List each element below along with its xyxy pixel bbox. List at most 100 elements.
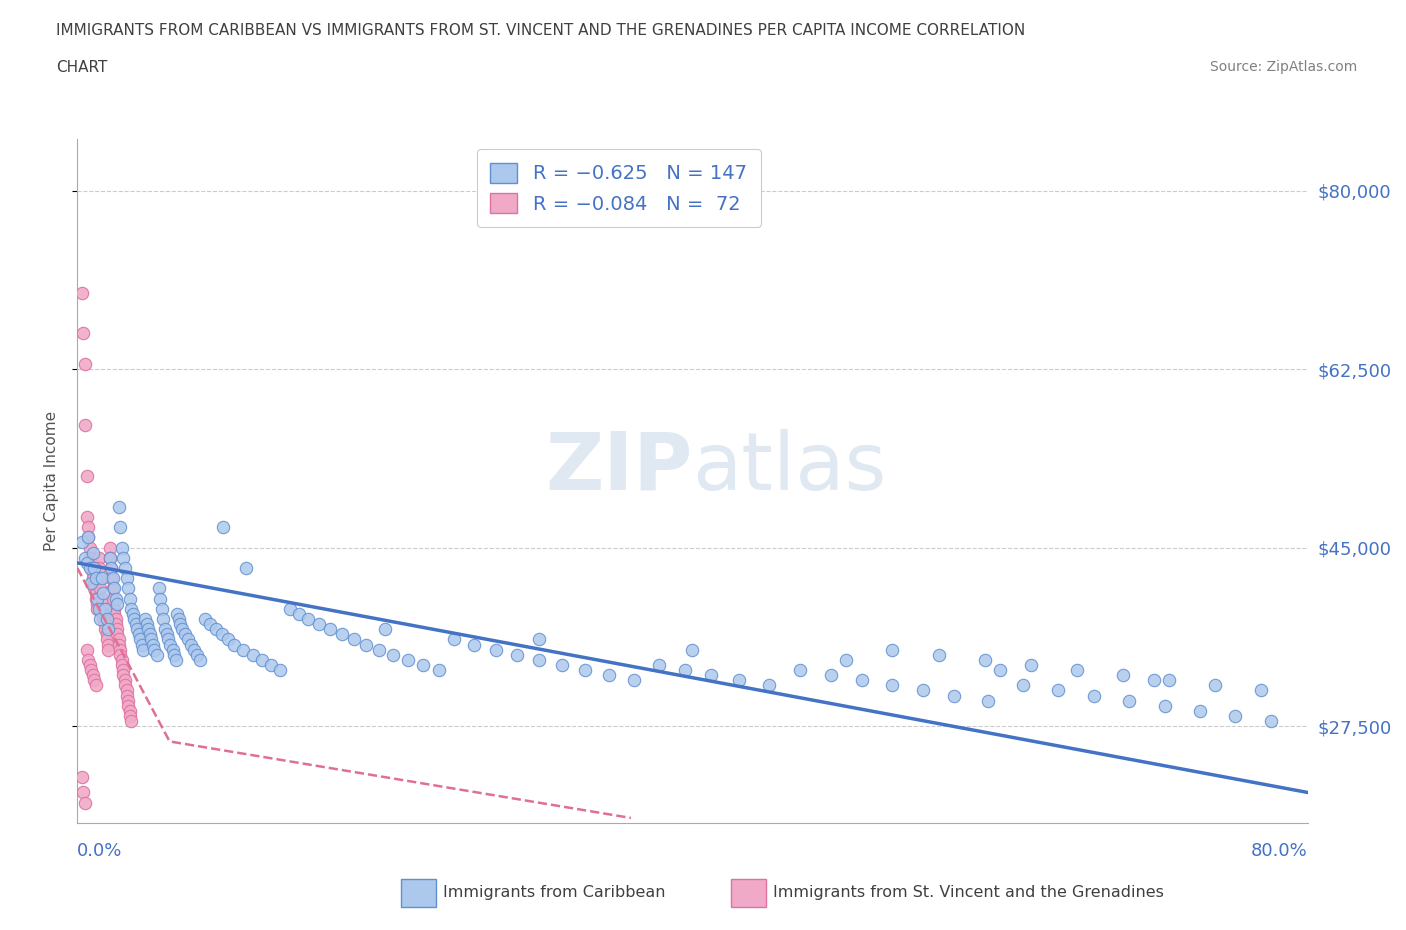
Point <box>212 520 235 535</box>
Point <box>1118 693 1140 708</box>
Point <box>104 612 127 627</box>
Point <box>343 632 366 647</box>
Point <box>138 627 160 642</box>
Point <box>174 627 197 642</box>
Point <box>77 520 100 535</box>
Point <box>73 551 96 565</box>
Point <box>96 612 118 627</box>
Point <box>367 643 389 658</box>
Point <box>103 606 125 621</box>
Point <box>80 555 103 570</box>
Point <box>121 606 143 621</box>
Point <box>1066 662 1088 677</box>
Point <box>72 326 94 340</box>
Point <box>120 713 142 728</box>
Point <box>928 647 950 662</box>
Point <box>217 632 239 647</box>
Point <box>551 658 574 672</box>
Point <box>118 703 141 718</box>
Point <box>86 602 108 617</box>
Point <box>84 591 107 606</box>
Point <box>115 571 138 586</box>
Point <box>131 637 153 652</box>
Point <box>117 581 139 596</box>
Point <box>105 627 128 642</box>
Point <box>1260 713 1282 728</box>
Point <box>148 581 170 596</box>
Point <box>942 688 965 703</box>
Text: 0.0%: 0.0% <box>77 842 122 859</box>
Point <box>76 643 98 658</box>
Point <box>76 510 98 525</box>
Point <box>114 672 136 687</box>
Point <box>152 612 174 627</box>
Point <box>117 698 139 713</box>
Point <box>427 662 450 677</box>
Text: CHART: CHART <box>56 60 108 75</box>
Point <box>97 637 120 652</box>
Point <box>72 785 94 800</box>
Point <box>101 571 124 586</box>
Point <box>108 632 131 647</box>
Point <box>820 668 842 683</box>
Point <box>86 596 108 611</box>
Point <box>100 571 122 586</box>
Point <box>101 591 124 606</box>
Point <box>165 652 187 667</box>
Point <box>128 627 150 642</box>
Point <box>94 617 117 631</box>
Point <box>89 571 111 586</box>
Point <box>117 693 139 708</box>
Point <box>112 551 135 565</box>
Point <box>1112 668 1135 683</box>
Point <box>157 632 180 647</box>
Point <box>84 678 107 693</box>
Point <box>105 596 128 611</box>
Point <box>188 652 212 667</box>
Point <box>104 617 127 631</box>
Point <box>700 668 723 683</box>
Point <box>1019 658 1042 672</box>
Point <box>103 581 125 596</box>
Point <box>73 356 96 371</box>
Point <box>988 662 1011 677</box>
Point <box>129 632 152 647</box>
Point <box>912 683 935 698</box>
Point <box>682 643 704 658</box>
Point <box>70 535 93 550</box>
Point <box>108 637 131 652</box>
Point <box>288 606 311 621</box>
Point <box>183 643 205 658</box>
Point <box>485 643 508 658</box>
Point <box>1143 672 1166 687</box>
Text: IMMIGRANTS FROM CARIBBEAN VS IMMIGRANTS FROM ST. VINCENT AND THE GRENADINES PER : IMMIGRANTS FROM CARIBBEAN VS IMMIGRANTS … <box>56 23 1025 38</box>
Point <box>132 643 155 658</box>
Point <box>73 418 96 432</box>
Point <box>1225 709 1247 724</box>
Point <box>82 565 104 580</box>
Point <box>79 658 101 672</box>
Point <box>110 520 132 535</box>
Point <box>318 622 340 637</box>
Point <box>110 643 132 658</box>
Point <box>83 672 105 687</box>
Point <box>89 581 111 596</box>
Point <box>977 693 1000 708</box>
Point <box>76 555 98 570</box>
Point <box>647 658 669 672</box>
Point <box>162 643 184 658</box>
Point <box>194 612 217 627</box>
Point <box>115 683 138 698</box>
Text: ZIP: ZIP <box>546 429 693 507</box>
Point <box>673 662 696 677</box>
Point <box>100 561 122 576</box>
Point <box>115 688 138 703</box>
Point <box>1083 688 1105 703</box>
Point <box>89 612 111 627</box>
Point <box>623 672 645 687</box>
Point <box>443 632 465 647</box>
Point <box>250 652 273 667</box>
Point <box>90 571 114 586</box>
Point <box>76 469 98 484</box>
Point <box>153 622 176 637</box>
